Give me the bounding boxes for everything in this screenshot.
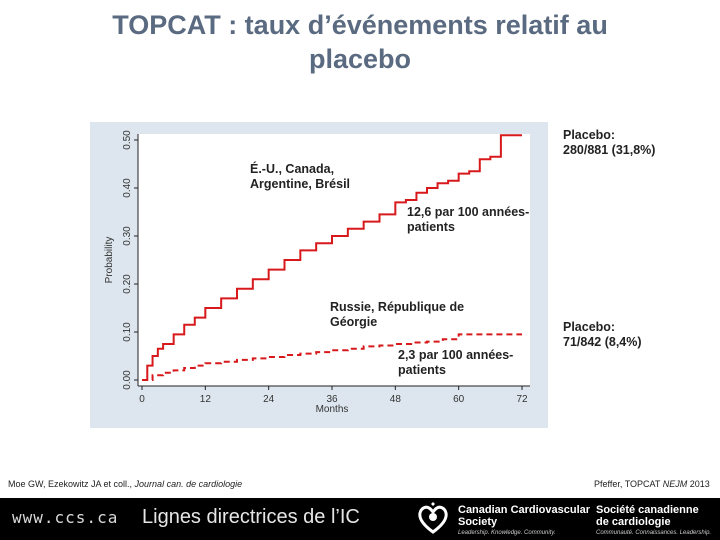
x-tick-label: 36 xyxy=(326,394,338,405)
y-tick-label: 0.30 xyxy=(122,226,133,246)
annotation-us-region-line-2: Argentine, Brésil xyxy=(250,177,351,191)
axes: 0.00 0.10 0.20 0.30 0.40 0.50 Probability 0 12 24… xyxy=(104,130,530,415)
annotation-ru-placebo-line-1: Placebo: xyxy=(563,320,616,334)
org-name-french-line-2: de cardiologie xyxy=(596,516,671,528)
annotation-us-placebo-line-2: 280/881 (31,8%) xyxy=(563,143,656,157)
org-name-french-line-1: Société canadienne xyxy=(596,504,699,516)
y-tick-label: 0.10 xyxy=(122,322,133,342)
annotation-us-placebo-line-1: Placebo: xyxy=(563,128,616,142)
y-tick-label: 0.20 xyxy=(122,274,133,294)
citation-left: Moe GW, Ezekowitz JA et coll., Journal c… xyxy=(8,479,242,489)
annotation-ru-rate: 2,3 par 100 années- patients xyxy=(398,348,513,378)
ccs-heart-logo-icon xyxy=(418,502,448,534)
y-axis-label: Probability xyxy=(104,237,115,284)
y-tick-label: 0.40 xyxy=(122,178,133,198)
citation-left-authors: Moe GW, Ezekowitz JA et coll., xyxy=(8,479,135,489)
x-axis-label: Months xyxy=(316,404,349,415)
citation-right-author: Pfeffer, TOPCAT xyxy=(594,479,663,489)
series-line-us-region xyxy=(142,134,522,381)
x-tick-label: 24 xyxy=(263,394,275,405)
plot-area xyxy=(138,134,530,386)
org-tagline-french: Communauté. Connaissances. Leadership. xyxy=(596,530,712,536)
annotation-ru-region: Russie, République de Géorgie xyxy=(330,300,464,330)
y-tick-label: 0.00 xyxy=(122,370,133,390)
annotation-us-rate: 12,6 par 100 années- patients xyxy=(407,205,529,235)
slide-title-line-1: TOPCAT : taux d’événements relatif au xyxy=(112,10,608,40)
annotation-us-placebo: Placebo: 280/881 (31,8%) xyxy=(563,128,655,158)
org-name-french: Société canadienne de cardiologie xyxy=(596,504,699,528)
annotation-us-region-line-1: É.-U., Canada, xyxy=(250,162,335,176)
chart-panel: 0.00 0.10 0.20 0.30 0.40 0.50 Probability 0 12 24… xyxy=(90,122,548,428)
y-tick-label: 0.50 xyxy=(122,130,133,150)
x-tick-label: 60 xyxy=(453,394,465,405)
org-name-english-line-2: Society xyxy=(458,516,498,528)
citation-right-year: 2013 xyxy=(687,479,710,489)
footer-guidelines-title: Lignes directrices de l’IC xyxy=(142,506,360,528)
annotation-us-region: É.-U., Canada, Argentine, Brésil xyxy=(250,162,350,192)
annotation-ru-placebo: Placebo: 71/842 (8,4%) xyxy=(563,320,642,350)
kaplan-meier-chart: 0.00 0.10 0.20 0.30 0.40 0.50 Probability 0 12 24… xyxy=(104,130,530,415)
slide-title-line-2: placebo xyxy=(308,44,412,74)
annotation-ru-rate-line-2: patients xyxy=(398,363,446,377)
org-name-english: Canadian Cardiovascular Society xyxy=(458,504,590,528)
annotation-us-rate-line-2: patients xyxy=(407,220,455,234)
x-tick-label: 72 xyxy=(516,394,528,405)
org-tagline-english: Leadership. Knowledge. Community. xyxy=(458,530,556,536)
x-tick-label: 0 xyxy=(139,394,145,405)
annotation-us-rate-line-1: 12,6 par 100 années- xyxy=(407,205,530,219)
plot-background xyxy=(138,134,530,386)
x-tick-label: 12 xyxy=(200,394,212,405)
annotation-ru-region-line-2: Géorgie xyxy=(330,315,378,329)
citation-left-journal: Journal can. de cardiologie xyxy=(134,479,243,489)
citation-right: Pfeffer, TOPCAT NEJM 2013 xyxy=(594,479,710,489)
footer-url[interactable]: www.ccs.ca xyxy=(12,508,119,527)
series-line-russia-georgia xyxy=(142,333,522,381)
series-layer xyxy=(142,134,522,381)
footer-bar: www.ccs.ca Lignes directrices de l’IC Ca… xyxy=(0,498,720,540)
slide-title: TOPCAT : taux d’événements relatif au pl… xyxy=(20,8,700,76)
annotation-ru-rate-line-1: 2,3 par 100 années- xyxy=(398,348,514,362)
annotation-ru-region-line-1: Russie, République de xyxy=(330,300,465,314)
citation-right-journal: NEJM xyxy=(662,479,688,489)
annotation-ru-placebo-line-2: 71/842 (8,4%) xyxy=(563,335,642,349)
org-name-english-line-1: Canadian Cardiovascular xyxy=(458,504,591,516)
x-tick-label: 48 xyxy=(390,394,402,405)
